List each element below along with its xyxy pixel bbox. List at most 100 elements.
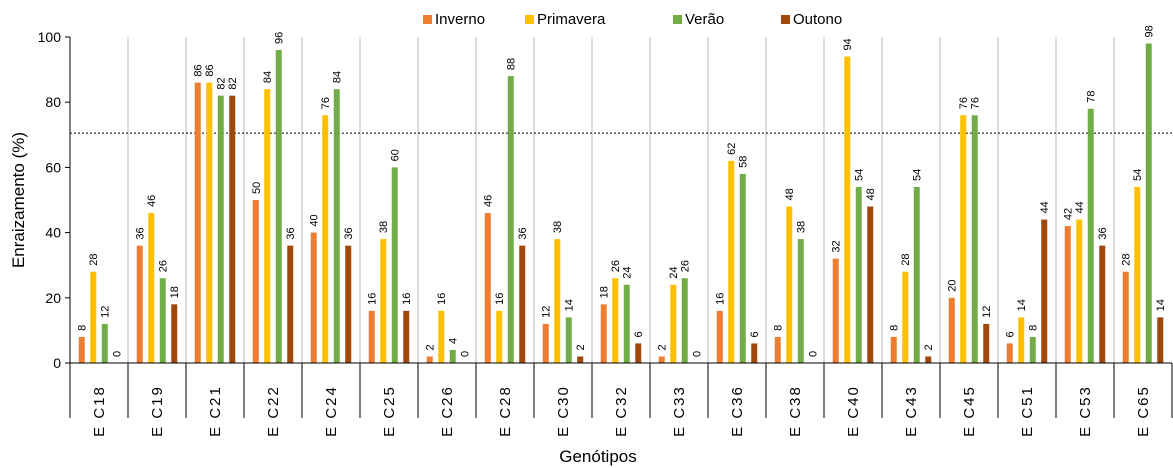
data-label: 76 bbox=[958, 97, 970, 109]
legend-swatch bbox=[673, 15, 682, 24]
bar bbox=[229, 95, 236, 364]
bar bbox=[194, 82, 201, 363]
bar bbox=[438, 310, 445, 363]
bar bbox=[1041, 219, 1048, 363]
bar bbox=[345, 245, 352, 363]
category-label: E C43 bbox=[903, 385, 920, 437]
legend-label: Verão bbox=[685, 11, 724, 28]
data-label: 6 bbox=[633, 331, 645, 337]
y-tick-label: 60 bbox=[45, 159, 61, 175]
data-label: 76 bbox=[970, 97, 982, 109]
y-tick-label: 80 bbox=[45, 94, 61, 110]
bar bbox=[519, 245, 526, 363]
bar bbox=[368, 310, 375, 363]
bar bbox=[322, 115, 329, 364]
bar bbox=[565, 317, 572, 363]
data-label: 8 bbox=[77, 325, 89, 331]
bar bbox=[739, 173, 746, 363]
bar bbox=[681, 278, 688, 363]
bar bbox=[670, 284, 677, 363]
data-label: 14 bbox=[1016, 299, 1028, 311]
bar bbox=[844, 56, 851, 364]
data-label: 0 bbox=[459, 351, 471, 357]
data-label: 46 bbox=[146, 195, 158, 207]
category-label: E C65 bbox=[1135, 385, 1152, 437]
category-label: E C28 bbox=[497, 385, 514, 437]
axes bbox=[65, 36, 1173, 418]
bar bbox=[971, 115, 978, 364]
bar bbox=[623, 284, 630, 363]
data-label: 44 bbox=[1039, 201, 1051, 213]
bar bbox=[728, 160, 735, 363]
data-label: 6 bbox=[749, 331, 761, 337]
data-label: 16 bbox=[401, 293, 413, 305]
data-label: 44 bbox=[1074, 201, 1086, 213]
bar bbox=[554, 239, 561, 363]
legend-swatch bbox=[423, 15, 432, 24]
bar bbox=[983, 323, 990, 363]
data-label: 0 bbox=[111, 351, 123, 357]
category-label: E C51 bbox=[1019, 385, 1036, 437]
data-label: 0 bbox=[807, 351, 819, 357]
data-label: 14 bbox=[1155, 299, 1167, 311]
legend-label: Inverno bbox=[435, 11, 485, 28]
bar bbox=[1134, 186, 1141, 363]
data-label: 36 bbox=[343, 227, 355, 239]
bar bbox=[890, 336, 897, 363]
bar bbox=[867, 206, 874, 363]
bar bbox=[925, 356, 932, 363]
bar bbox=[1122, 271, 1129, 363]
category-label: E C53 bbox=[1077, 385, 1094, 437]
data-label: 4 bbox=[448, 338, 460, 344]
data-label: 14 bbox=[564, 299, 576, 311]
bar bbox=[484, 213, 491, 363]
data-label: 26 bbox=[610, 260, 622, 272]
data-label: 82 bbox=[216, 77, 228, 89]
category-labels: E C18 E C19 E C21 E C22 E C24 E C25 E C26 E C28… bbox=[91, 385, 1152, 437]
data-label: 12 bbox=[541, 306, 553, 318]
bar bbox=[832, 258, 839, 363]
bar bbox=[159, 278, 166, 363]
category-label: E C40 bbox=[845, 385, 862, 437]
category-label: E C26 bbox=[439, 385, 456, 437]
y-tick-labels: 0 20 40 60 80 100 bbox=[38, 29, 62, 371]
bar bbox=[786, 206, 793, 363]
data-label: 38 bbox=[796, 221, 808, 233]
data-label: 24 bbox=[622, 267, 634, 279]
y-tick-label: 0 bbox=[53, 355, 61, 371]
bar bbox=[1064, 226, 1071, 363]
bar bbox=[577, 356, 584, 363]
bar bbox=[658, 356, 665, 363]
data-label: 84 bbox=[262, 71, 274, 83]
data-label: 16 bbox=[436, 293, 448, 305]
data-label: 48 bbox=[784, 188, 796, 200]
category-label: E C33 bbox=[671, 385, 688, 437]
bar bbox=[1157, 317, 1164, 363]
data-label: 98 bbox=[1144, 25, 1156, 37]
x-axis-title: Genótipos bbox=[559, 447, 637, 466]
y-tick-label: 40 bbox=[45, 225, 61, 241]
y-axis-title: Enraizamento (%) bbox=[9, 132, 28, 268]
bar bbox=[948, 297, 955, 363]
bar bbox=[496, 310, 503, 363]
data-label: 8 bbox=[773, 325, 785, 331]
category-label: E C18 bbox=[91, 385, 108, 437]
data-label: 54 bbox=[912, 169, 924, 181]
data-label: 16 bbox=[715, 293, 727, 305]
bar bbox=[960, 115, 967, 364]
data-label: 76 bbox=[320, 97, 332, 109]
bar bbox=[751, 343, 758, 363]
grid-lines bbox=[127, 37, 1115, 363]
data-label: 12 bbox=[981, 306, 993, 318]
data-label: 42 bbox=[1063, 208, 1075, 220]
bar bbox=[635, 343, 642, 363]
bar bbox=[136, 245, 143, 363]
data-label: 6 bbox=[1005, 331, 1017, 337]
data-label: 54 bbox=[1132, 169, 1144, 181]
data-label: 84 bbox=[332, 71, 344, 83]
category-label: E C30 bbox=[555, 385, 572, 437]
data-label: 26 bbox=[680, 260, 692, 272]
bar bbox=[252, 200, 259, 363]
